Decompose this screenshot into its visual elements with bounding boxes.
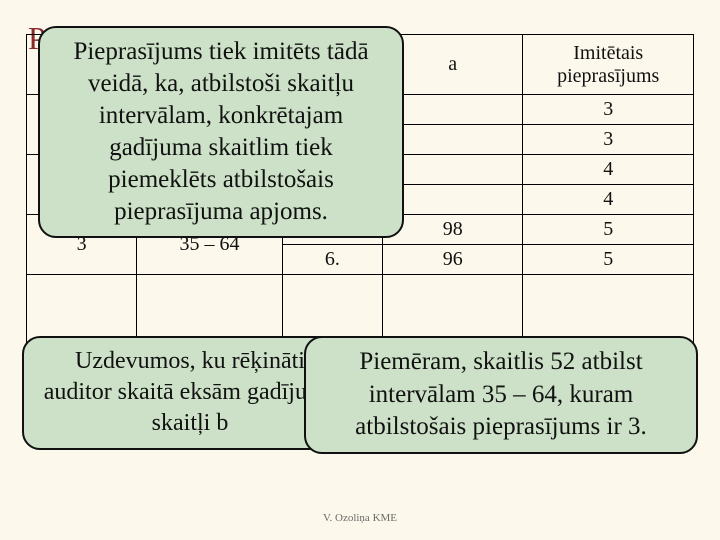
cell: 3 [523,95,694,125]
callout-top: Pieprasījums tiek imitēts tādā veidā, ka… [38,26,404,238]
slide: P a Imitētais pieprasījums 3 3 [0,0,720,540]
col-5-header: Imitētais pieprasījums [523,35,694,95]
cell: 4 [523,185,694,215]
footer-text: V. Ozoliņa KME [0,512,720,524]
cell: 5 [523,245,694,275]
cell: 3 [523,125,694,155]
cell: 96 [383,245,523,275]
callout-bottom-right: Piemēram, skaitlis 52 atbilst intervālam… [304,336,698,454]
cell: 6. [282,245,382,275]
cell: 5 [523,215,694,245]
cell: 4 [523,155,694,185]
